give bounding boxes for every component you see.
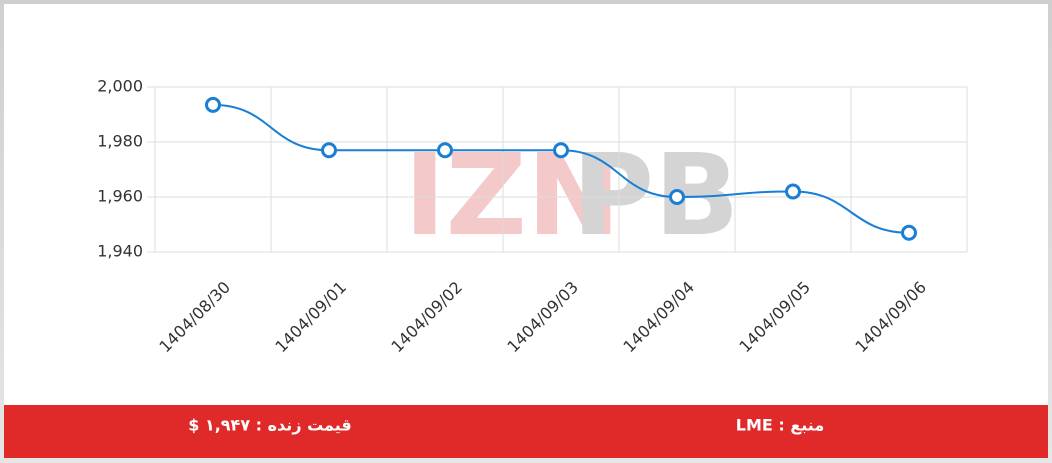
point (437, 142, 453, 159)
point (553, 142, 569, 159)
y-tick-label: 1,980 (97, 132, 143, 151)
point (785, 183, 801, 200)
point (321, 142, 337, 159)
y-tick-label: 1,940 (97, 242, 143, 261)
footer-source: منبع : LME (736, 416, 824, 435)
point (205, 96, 221, 113)
footer-price: قیمت زنده : ۱,۹۴۷ $ (188, 416, 352, 435)
point (901, 224, 917, 241)
y-tick-label: 2,000 (97, 77, 143, 96)
y-tick-label: 1,960 (97, 187, 143, 206)
panel (4, 4, 1048, 406)
footer-bar (4, 405, 1048, 458)
point (669, 189, 685, 205)
